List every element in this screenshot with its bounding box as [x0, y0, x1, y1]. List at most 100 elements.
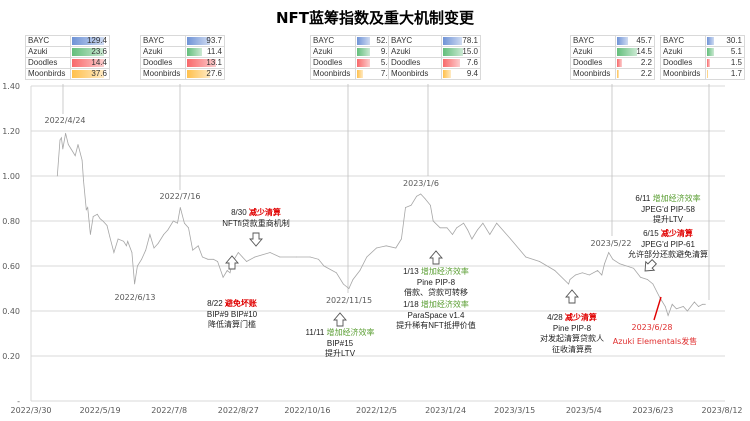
data-bar — [72, 48, 104, 56]
data-point — [246, 261, 247, 262]
data-point — [429, 204, 431, 206]
collection-value: 93.7 — [185, 35, 225, 47]
data-point — [456, 227, 458, 229]
data-point — [109, 236, 111, 238]
collection-name: Moonbirds — [310, 68, 356, 80]
data-point — [123, 240, 124, 242]
data-point — [667, 315, 669, 316]
collection-value: 1.5 — [705, 57, 745, 69]
data-point — [226, 270, 228, 271]
table-row: Moonbirds 1.7 — [660, 68, 745, 80]
collection-name: BAYC — [25, 35, 71, 47]
collection-value: 14.5 — [615, 46, 655, 58]
annotation-tag: 增加经济效率 — [652, 194, 701, 203]
annotation-tag: 增加经济效率 — [420, 300, 469, 309]
data-point — [295, 256, 297, 258]
data-point — [177, 222, 178, 224]
data-point — [376, 247, 377, 249]
collection-name: Azuki — [310, 46, 356, 58]
point-date-label: 2022/7/16 — [159, 192, 200, 201]
data-bar — [357, 48, 370, 56]
data-point — [157, 243, 159, 244]
annotation-line: 对发起清算贷款人 — [540, 334, 604, 343]
collection-value: 129.4 — [70, 35, 110, 47]
data-point — [652, 283, 654, 285]
data-point — [424, 198, 426, 199]
data-point — [612, 258, 614, 260]
data-point — [687, 310, 688, 312]
x-tick-label: 2023/8/12 — [701, 406, 742, 415]
data-bar — [443, 70, 451, 78]
data-point — [588, 274, 590, 276]
data-point — [172, 220, 174, 222]
table-row: BAYC 52.1 — [310, 35, 395, 47]
value-text: 2.2 — [640, 58, 652, 67]
data-point — [342, 283, 344, 285]
collection-value: 9.4 — [441, 68, 481, 80]
annotation-line: 借款、贷款可转移 — [403, 288, 468, 297]
data-bar — [187, 37, 211, 45]
table-row: Moonbirds 7.3 — [310, 68, 395, 80]
table-row: BAYC 78.1 — [388, 35, 481, 47]
data-point — [229, 272, 231, 274]
value-text: 93.7 — [206, 36, 222, 45]
data-point — [188, 227, 189, 229]
hollow-arrow-down-left-icon — [644, 258, 658, 272]
data-point — [608, 252, 610, 253]
y-tick-label: 1.20 — [2, 127, 20, 136]
x-tick-label: 2022/7/8 — [151, 406, 187, 415]
data-point — [467, 229, 469, 231]
data-point — [582, 272, 583, 274]
table-row: Doodles 2.2 — [570, 57, 655, 69]
collection-name: Moonbirds — [140, 68, 186, 80]
data-point — [254, 256, 256, 258]
data-point — [597, 270, 599, 271]
data-point — [242, 256, 243, 258]
table-row: Doodles 5.8 — [310, 57, 395, 69]
annotation-line: BIP#9 BIP#10 — [206, 309, 258, 319]
annotation-date: 1/13 — [403, 267, 421, 276]
table-row: BAYC 93.7 — [140, 35, 225, 47]
data-bar — [443, 59, 460, 67]
collection-name: BAYC — [310, 35, 356, 47]
y-tick-label: 1.00 — [2, 172, 20, 181]
y-tick-label: 0.40 — [2, 307, 20, 316]
collection-name: Doodles — [310, 57, 356, 69]
data-point — [184, 222, 185, 224]
data-bar — [72, 59, 104, 67]
mechanism-annotation: 11/11 增加经济效率 BIP#15 提升LTV — [305, 328, 374, 360]
data-point — [416, 195, 417, 197]
mechanism-annotation: 1/18 增加经济效率 ParaSpace v1.4 提升稀有NFT抵押价值 — [396, 300, 476, 332]
mechanism-annotation: 6/11 增加经济效率 JPEG’d PIP-58 提升LTV — [635, 194, 700, 226]
data-point — [145, 249, 147, 251]
annotation-tag: 增加经济效率 — [420, 267, 469, 276]
value-text: 23.6 — [91, 47, 107, 56]
value-text: 5.1 — [730, 47, 742, 56]
data-point — [359, 270, 361, 271]
collection-name: Doodles — [660, 57, 706, 69]
chart-title: NFT蓝筹指数及重大机制变更 — [275, 9, 475, 27]
data-point — [207, 258, 209, 260]
collection-value: 2.2 — [615, 68, 655, 80]
data-bar — [443, 37, 463, 45]
annotation-line: JPEG’d PIP-61 — [641, 239, 695, 249]
table-row: BAYC 30.1 — [660, 35, 745, 47]
value-text: 129.4 — [86, 36, 107, 45]
collection-name: BAYC — [660, 35, 706, 47]
y-tick-label: 0.20 — [2, 352, 20, 361]
value-text: 52.1 — [376, 36, 392, 45]
annotation-date: 6/15 — [643, 229, 661, 238]
data-bar — [617, 70, 619, 78]
table-row: Azuki 15.0 — [388, 46, 481, 58]
collection-value: 27.6 — [185, 68, 225, 80]
data-point — [604, 263, 605, 265]
data-point — [554, 270, 556, 271]
collection-value: 7.3 — [355, 68, 395, 80]
data-point — [106, 225, 108, 226]
data-point — [463, 222, 464, 224]
collection-value: 2.2 — [615, 57, 655, 69]
value-text: 9.4 — [466, 69, 478, 78]
data-point — [92, 216, 94, 217]
annotation-line: 征收清算费 — [552, 344, 592, 354]
data-point — [432, 220, 434, 222]
